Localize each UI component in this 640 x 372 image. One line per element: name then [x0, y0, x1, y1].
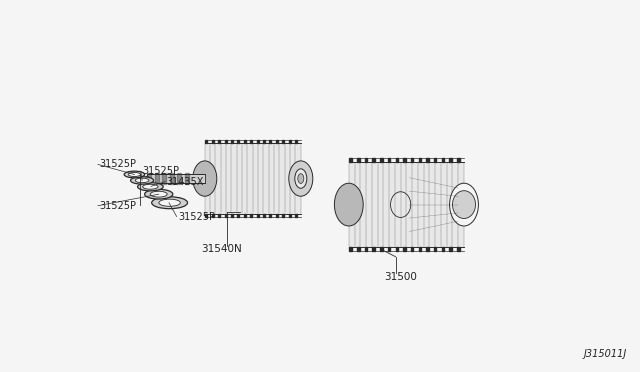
Ellipse shape	[152, 197, 188, 209]
Bar	[388, 158, 390, 162]
Bar	[225, 214, 227, 217]
Bar	[396, 247, 398, 251]
Bar	[212, 214, 214, 217]
Ellipse shape	[150, 191, 167, 197]
Bar	[380, 158, 383, 162]
Ellipse shape	[135, 178, 149, 183]
Text: 31525P: 31525P	[142, 166, 179, 176]
Ellipse shape	[131, 177, 154, 184]
Bar	[212, 140, 214, 143]
Text: J315011J: J315011J	[584, 349, 627, 359]
Bar	[231, 214, 233, 217]
Bar	[257, 214, 259, 217]
Bar	[155, 173, 159, 184]
Bar	[282, 140, 284, 143]
Bar	[357, 247, 360, 251]
Bar	[205, 214, 207, 217]
Bar	[365, 247, 367, 251]
Bar	[269, 214, 271, 217]
Bar	[250, 140, 252, 143]
Bar	[457, 247, 460, 251]
Bar	[263, 214, 265, 217]
Ellipse shape	[124, 171, 145, 178]
Bar	[457, 158, 460, 162]
Bar	[442, 158, 444, 162]
Bar	[349, 247, 352, 251]
Ellipse shape	[145, 176, 150, 181]
Bar	[426, 247, 429, 251]
Bar	[289, 214, 291, 217]
Bar	[225, 140, 227, 143]
Bar	[442, 247, 444, 251]
Ellipse shape	[295, 169, 307, 188]
Bar	[269, 140, 271, 143]
Bar	[411, 158, 413, 162]
Ellipse shape	[143, 184, 158, 189]
FancyBboxPatch shape	[205, 143, 301, 214]
Text: 31540N: 31540N	[202, 244, 243, 254]
Bar	[244, 214, 246, 217]
Bar	[244, 140, 246, 143]
Ellipse shape	[289, 161, 313, 196]
Bar	[434, 247, 436, 251]
Bar	[205, 140, 207, 143]
FancyBboxPatch shape	[349, 162, 464, 247]
Bar	[388, 247, 390, 251]
Bar	[218, 140, 220, 143]
Bar	[250, 214, 252, 217]
Bar	[434, 158, 436, 162]
Bar	[237, 214, 239, 217]
Bar	[419, 158, 421, 162]
Bar	[380, 247, 383, 251]
Ellipse shape	[335, 183, 364, 226]
Bar	[403, 247, 406, 251]
Bar	[449, 247, 452, 251]
Bar	[263, 140, 265, 143]
Ellipse shape	[452, 191, 476, 218]
Bar	[295, 214, 297, 217]
Bar	[162, 173, 166, 184]
Ellipse shape	[159, 199, 180, 206]
Ellipse shape	[145, 189, 173, 199]
Bar	[185, 173, 189, 184]
Bar	[426, 158, 429, 162]
Bar	[365, 158, 367, 162]
Ellipse shape	[450, 183, 479, 226]
Bar	[276, 214, 278, 217]
Bar	[282, 214, 284, 217]
Bar	[170, 173, 173, 184]
Bar	[257, 140, 259, 143]
Ellipse shape	[193, 161, 217, 196]
Bar	[295, 140, 297, 143]
Bar	[218, 214, 220, 217]
Bar	[396, 158, 398, 162]
Bar	[372, 158, 375, 162]
Ellipse shape	[138, 183, 163, 191]
Bar	[147, 174, 205, 183]
Bar	[449, 158, 452, 162]
Bar	[147, 173, 151, 184]
Bar	[403, 158, 406, 162]
Bar	[349, 158, 352, 162]
Text: 31500: 31500	[384, 272, 417, 282]
Bar	[289, 140, 291, 143]
Bar	[357, 158, 360, 162]
Bar	[231, 140, 233, 143]
Ellipse shape	[298, 174, 304, 183]
Text: 31435X: 31435X	[166, 177, 204, 186]
Text: 31525P: 31525P	[99, 160, 136, 169]
Bar	[177, 173, 181, 184]
Bar	[237, 140, 239, 143]
Bar	[372, 247, 375, 251]
Text: 31525P: 31525P	[178, 212, 215, 221]
Bar	[419, 247, 421, 251]
Bar	[276, 140, 278, 143]
Bar	[411, 247, 413, 251]
Text: 31525P: 31525P	[99, 201, 136, 211]
Ellipse shape	[128, 173, 141, 176]
